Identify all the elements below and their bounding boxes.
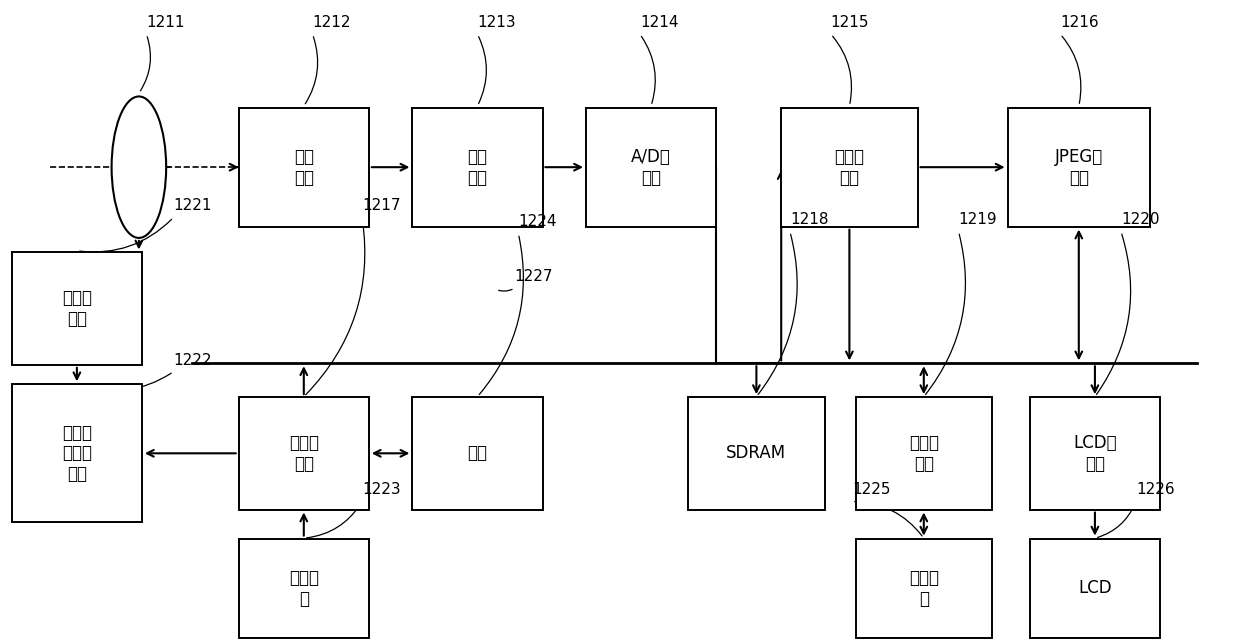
Bar	[238, 397, 370, 509]
Text: 1217: 1217	[362, 198, 401, 213]
Text: SDRAM: SDRAM	[727, 444, 786, 462]
Text: 1211: 1211	[146, 15, 185, 30]
Bar	[412, 397, 543, 509]
Bar	[412, 107, 543, 227]
Bar	[1007, 107, 1149, 227]
Bar	[856, 397, 992, 509]
Text: 1219: 1219	[959, 212, 997, 228]
Text: LCD: LCD	[1078, 579, 1112, 597]
Bar	[1029, 397, 1161, 509]
Bar	[12, 252, 141, 365]
Text: A/D转
换器: A/D转 换器	[631, 148, 671, 186]
Text: 1227: 1227	[515, 269, 553, 284]
Text: 1215: 1215	[831, 15, 869, 30]
Bar	[781, 107, 918, 227]
Bar	[856, 539, 992, 638]
Text: 1225: 1225	[852, 482, 890, 498]
Text: LCD驱
动器: LCD驱 动器	[1073, 434, 1117, 473]
Text: 摄像
元件: 摄像 元件	[294, 148, 314, 186]
Text: 图像处
理器: 图像处 理器	[835, 148, 864, 186]
Text: 镜头驱
动控制
电路: 镜头驱 动控制 电路	[62, 424, 92, 483]
Text: 1224: 1224	[518, 214, 557, 230]
Text: 存储器
接口: 存储器 接口	[909, 434, 939, 473]
Bar	[688, 397, 825, 509]
Text: 摄像
电路: 摄像 电路	[467, 148, 487, 186]
Bar	[12, 384, 141, 522]
Text: 闪存: 闪存	[467, 444, 487, 462]
Text: 1212: 1212	[312, 15, 351, 30]
Text: 1222: 1222	[174, 352, 212, 368]
Text: 记录介
质: 记录介 质	[909, 569, 939, 608]
Bar	[587, 107, 717, 227]
Text: 1223: 1223	[362, 482, 401, 498]
Text: 1226: 1226	[1136, 482, 1174, 498]
Text: 操作单
元: 操作单 元	[289, 569, 319, 608]
Text: 1220: 1220	[1121, 212, 1159, 228]
Bar	[238, 539, 370, 638]
Text: 1213: 1213	[477, 15, 516, 30]
Text: 1214: 1214	[640, 15, 678, 30]
Bar	[238, 107, 370, 227]
Text: 镜头驱
动器: 镜头驱 动器	[62, 289, 92, 328]
Text: 1218: 1218	[790, 212, 828, 228]
Ellipse shape	[112, 96, 166, 238]
Text: JPEG处
理器: JPEG处 理器	[1055, 148, 1102, 186]
Text: 1221: 1221	[174, 198, 212, 213]
Text: 微型计
算机: 微型计 算机	[289, 434, 319, 473]
Bar	[1029, 539, 1161, 638]
Text: 1216: 1216	[1060, 15, 1099, 30]
